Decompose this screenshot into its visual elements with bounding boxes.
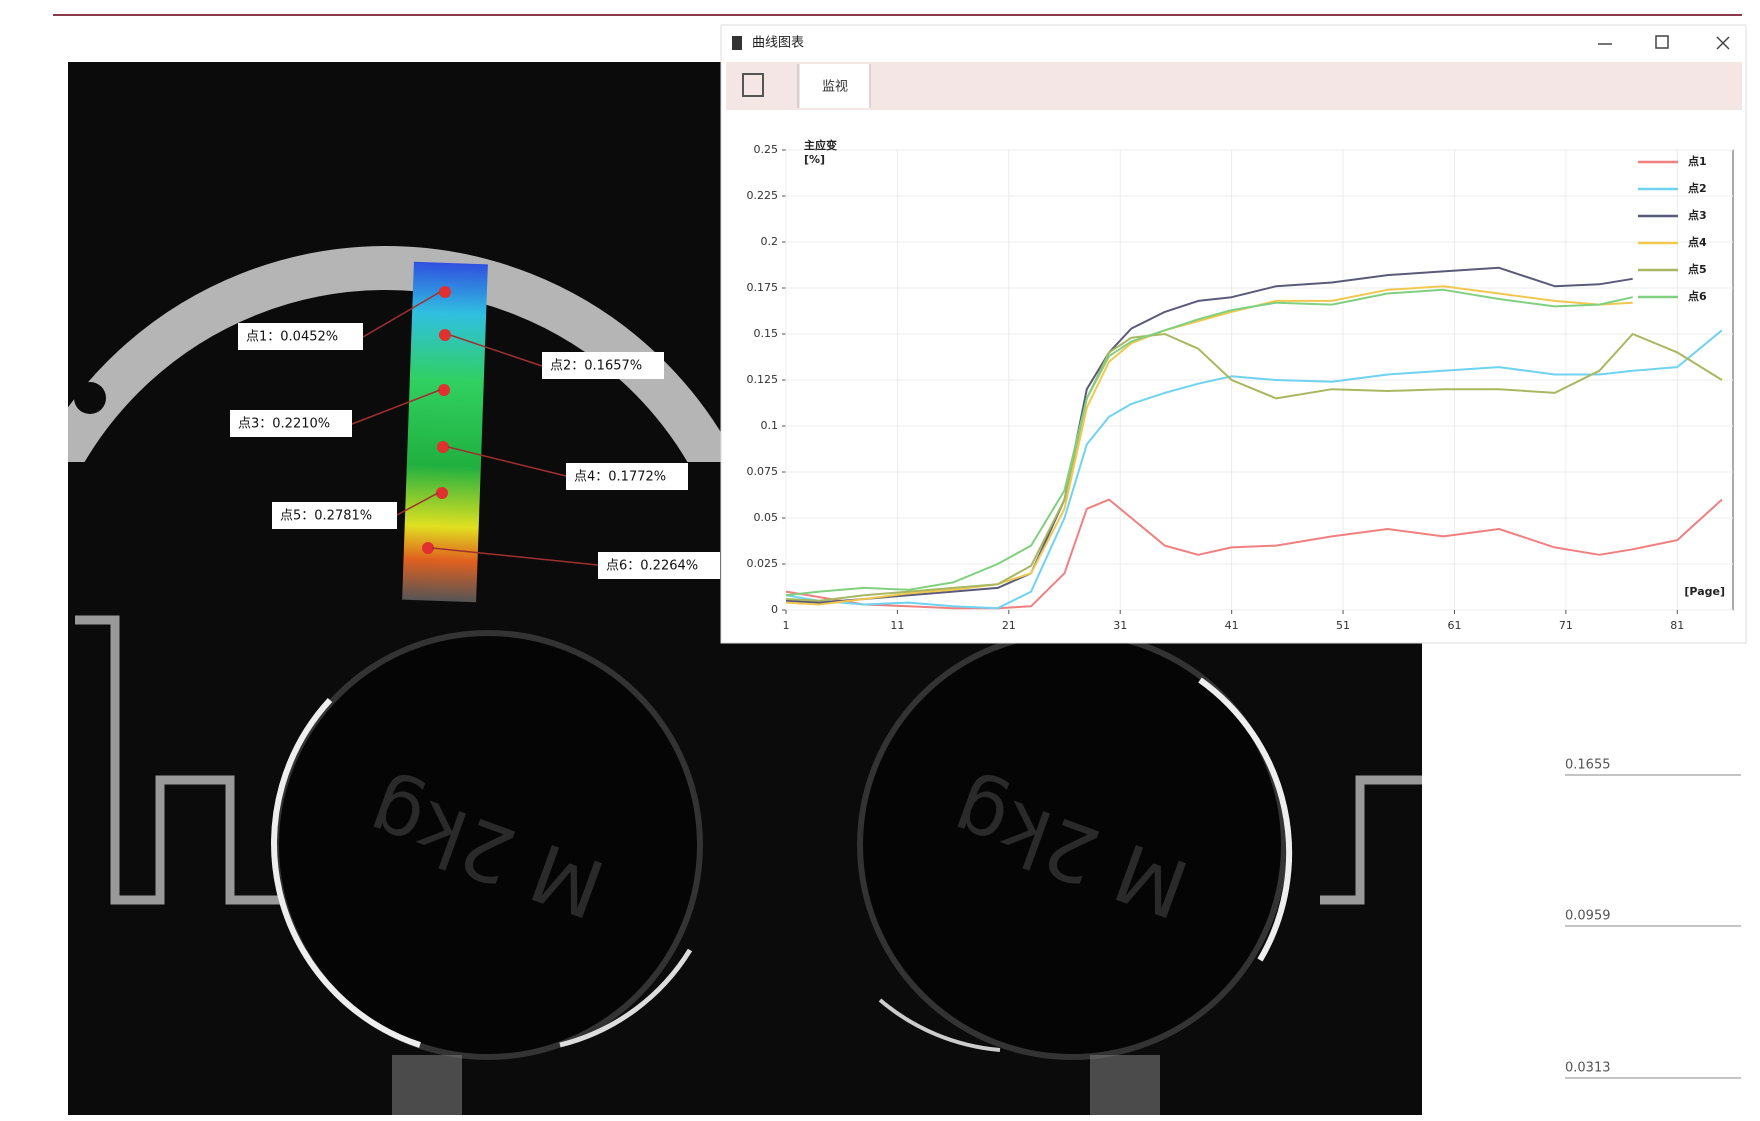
window-icon bbox=[732, 36, 742, 50]
y-tick-label: 0.175 bbox=[747, 281, 779, 294]
x-tick-label: 41 bbox=[1225, 619, 1239, 632]
y-tick-label: 0.125 bbox=[747, 373, 779, 386]
page: {"window":{"title":"曲线图表","tab":"监视"}, "… bbox=[0, 0, 1760, 1121]
side-value: 0.1655 bbox=[1565, 758, 1611, 773]
legend-label: 点4 bbox=[1688, 235, 1707, 249]
screen: M 2kg M 2kg 点1：0.0452% 点2：0.1657% 点3：0.2… bbox=[0, 0, 1760, 1121]
tab-label[interactable]: 监视 bbox=[822, 80, 848, 95]
toolbar bbox=[726, 62, 1742, 110]
y-tick-label: 0.1 bbox=[761, 419, 779, 432]
window-title: 曲线图表 bbox=[752, 36, 804, 51]
point-label: 点2：0.1657% bbox=[550, 359, 642, 374]
y-tick-label: 0.05 bbox=[754, 511, 779, 524]
y-tick-label: 0.225 bbox=[747, 189, 779, 202]
side-value: 0.0313 bbox=[1565, 1061, 1611, 1076]
point bbox=[439, 329, 451, 341]
point-label: 点1：0.0452% bbox=[246, 330, 338, 345]
x-tick-label: 21 bbox=[1002, 619, 1016, 632]
y-axis-label: 主应变 bbox=[804, 138, 837, 152]
strain-strip bbox=[402, 262, 488, 602]
point bbox=[439, 286, 451, 298]
speckle bbox=[1090, 1055, 1160, 1115]
side-values: 0.1655 0.0959 0.0313 bbox=[1565, 758, 1741, 1079]
speckle bbox=[392, 1055, 462, 1115]
y-tick-label: 0.2 bbox=[761, 235, 779, 248]
side-value: 0.0959 bbox=[1565, 909, 1611, 924]
point-label: 点5：0.2781% bbox=[280, 509, 372, 524]
x-tick-label: 81 bbox=[1670, 619, 1684, 632]
point-label: 点6：0.2264% bbox=[606, 559, 698, 574]
legend-label: 点3 bbox=[1688, 208, 1707, 222]
line-chart: 0 0.025 0.05 0.075 0.1 0.125 0.15 0.175 0.2 0.225… bbox=[747, 138, 1734, 632]
y-tick-label: 0.25 bbox=[754, 143, 779, 156]
y-tick-label: 0 bbox=[771, 603, 778, 616]
y-tick-label: 0.025 bbox=[747, 557, 779, 570]
x-tick-label: 31 bbox=[1113, 619, 1127, 632]
point bbox=[437, 441, 449, 453]
legend-label: 点5 bbox=[1688, 262, 1707, 276]
y-tick-label: 0.075 bbox=[747, 465, 779, 478]
y-axis-label: [%] bbox=[804, 153, 825, 166]
x-tick-label: 61 bbox=[1447, 619, 1461, 632]
point-label: 点4：0.1772% bbox=[574, 470, 666, 485]
x-axis-label: [Page] bbox=[1684, 585, 1725, 598]
y-tick-label: 0.15 bbox=[754, 327, 779, 340]
x-tick-label: 11 bbox=[890, 619, 904, 632]
legend-label: 点2 bbox=[1688, 181, 1707, 195]
x-tick-label: 51 bbox=[1336, 619, 1350, 632]
legend-label: 点1 bbox=[1688, 154, 1707, 168]
x-tick-label: 71 bbox=[1559, 619, 1573, 632]
x-tick-label: 1 bbox=[783, 619, 790, 632]
hole bbox=[74, 382, 106, 414]
point-label: 点3：0.2210% bbox=[238, 417, 330, 432]
legend-label: 点6 bbox=[1688, 289, 1707, 303]
